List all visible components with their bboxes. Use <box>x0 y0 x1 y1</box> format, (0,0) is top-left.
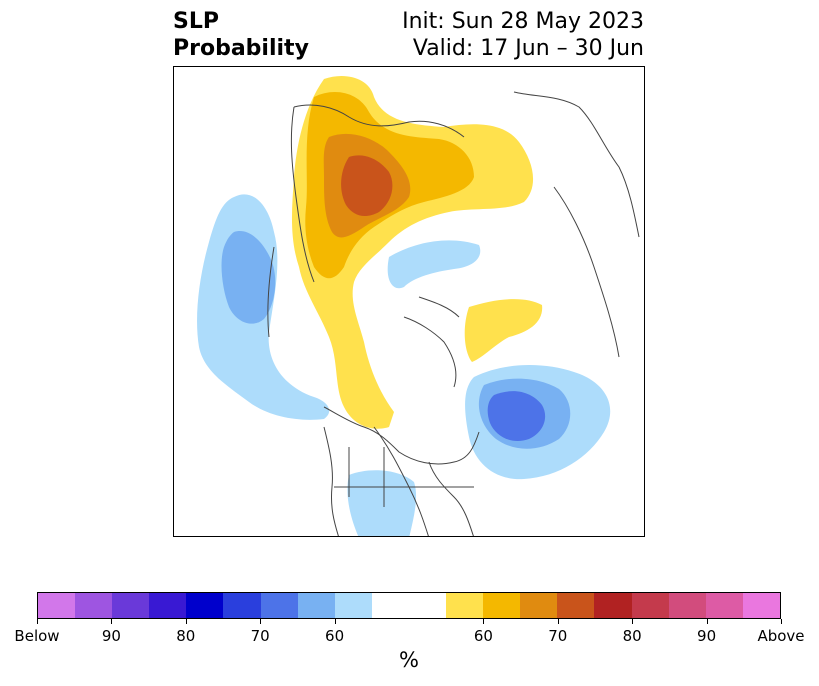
title-line-2: Probability <box>173 36 309 61</box>
colorbar-segment <box>371 593 447 618</box>
colorbar-unit: % <box>399 648 419 672</box>
colorbar-segment <box>186 593 224 618</box>
above-region-greenland-60 <box>464 299 543 362</box>
below-region-atlantic-70 <box>487 391 546 442</box>
colorbar-tick-mark <box>260 619 262 624</box>
colorbar-segment <box>75 593 113 618</box>
colorbar-segment <box>742 593 780 618</box>
map-title: SLP Probability <box>173 8 309 62</box>
colorbar-segment <box>705 593 743 618</box>
colorbar-segment <box>112 593 150 618</box>
date-info: Init: Sun 28 May 2023 Valid: 17 Jun – 30… <box>402 8 644 62</box>
below-region-arctic-60 <box>387 240 481 289</box>
colorbar-segment <box>297 593 335 618</box>
colorbar-tick-mark <box>111 619 113 624</box>
colorbar-tick-mark <box>632 619 634 624</box>
coastlines <box>267 91 640 536</box>
title-line-1: SLP <box>173 9 219 34</box>
colorbar-segment <box>668 593 706 618</box>
colorbar-segment <box>557 593 595 618</box>
colorbar-tick-label: 90 <box>101 627 121 645</box>
colorbar-segment <box>520 593 558 618</box>
probability-map <box>173 66 645 537</box>
colorbar-segment <box>260 593 298 618</box>
colorbar-segment <box>149 593 187 618</box>
map-canvas <box>197 76 640 536</box>
colorbar-segment <box>594 593 632 618</box>
colorbar-tick-mark <box>706 619 708 624</box>
colorbar-tick-label: 80 <box>176 627 196 645</box>
colorbar-tick-label: Above <box>757 627 805 645</box>
colorbar-tick-mark <box>334 619 336 624</box>
colorbar-tick-label: 60 <box>473 627 493 645</box>
above-region-eurasia-75 <box>341 155 393 217</box>
colorbar-tick-mark <box>781 619 782 624</box>
colorbar-tick-label: 60 <box>325 627 345 645</box>
colorbar-segment <box>483 593 521 618</box>
colorbar-tick-label: Below <box>14 627 60 645</box>
colorbar-tick-mark <box>557 619 559 624</box>
colorbar <box>37 592 781 619</box>
colorbar-tick-mark <box>483 619 485 624</box>
colorbar-segment <box>631 593 669 618</box>
colorbar-tick-mark <box>185 619 187 624</box>
colorbar-tick-label: 70 <box>548 627 568 645</box>
colorbar-tick-mark <box>37 619 38 624</box>
colorbar-tick-label: 70 <box>250 627 270 645</box>
colorbar-segment <box>446 593 484 618</box>
colorbar-segment <box>334 593 372 618</box>
colorbar-segment <box>223 593 261 618</box>
below-region-pacific-65 <box>221 231 276 324</box>
init-date: Init: Sun 28 May 2023 <box>402 9 644 34</box>
colorbar-tick-label: 80 <box>622 627 642 645</box>
valid-range: Valid: 17 Jun – 30 Jun <box>412 36 644 61</box>
colorbar-tick-label: 90 <box>697 627 717 645</box>
colorbar-segment <box>38 593 76 618</box>
